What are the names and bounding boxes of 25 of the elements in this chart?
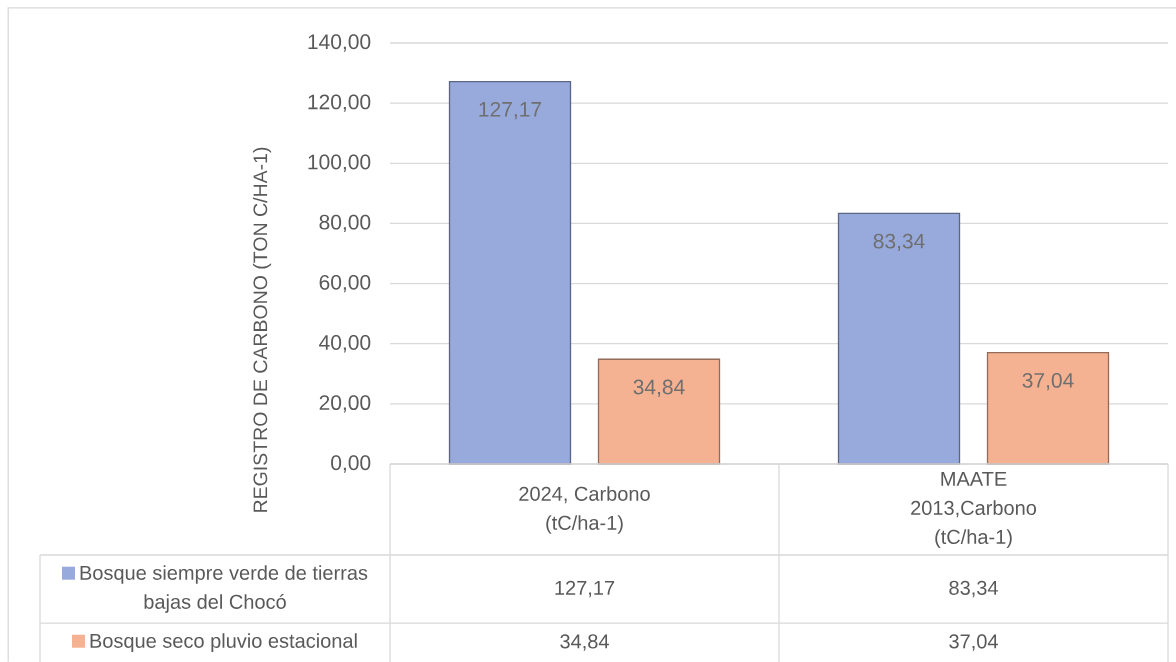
- y-tick-label: 20,00: [319, 395, 371, 413]
- y-tick-label: 100,00: [308, 154, 371, 172]
- y-tick-label: 80,00: [319, 214, 371, 233]
- legend-label: Bosque seco pluvio estacional: [90, 633, 357, 652]
- text: 127,17: [479, 101, 542, 120]
- y-tick-label: 140,00: [308, 34, 371, 52]
- data-label: 37,04: [949, 634, 998, 651]
- x-tick-label: MAATE 2013,Carbono (tC/ha-1): [911, 472, 1037, 548]
- legend-label: Bosque siempre verde de tierras bajas del Chocó: [80, 565, 368, 613]
- text: 34,84: [633, 379, 685, 397]
- text: 37,04: [1022, 372, 1074, 391]
- y-tick-label: 120,00: [308, 94, 371, 112]
- y-tick-label: 60,00: [319, 274, 371, 293]
- bar: [448, 80, 572, 465]
- bar: [986, 351, 1110, 465]
- bar: [837, 212, 961, 465]
- bar: [597, 358, 721, 465]
- y-axis-title: REGISTRO DE CARBONO (TON C/HA-1): [252, 147, 272, 512]
- x-tick-label: 2024, Carbono (tC/ha-1): [519, 486, 650, 534]
- y-tick-label: 40,00: [319, 335, 371, 353]
- text: 83,34: [873, 233, 925, 252]
- data-label: 127,17: [555, 580, 615, 598]
- data-label: 34,84: [560, 634, 609, 651]
- y-tick-label: 0,00: [331, 455, 371, 473]
- data-label: 83,34: [949, 580, 998, 598]
